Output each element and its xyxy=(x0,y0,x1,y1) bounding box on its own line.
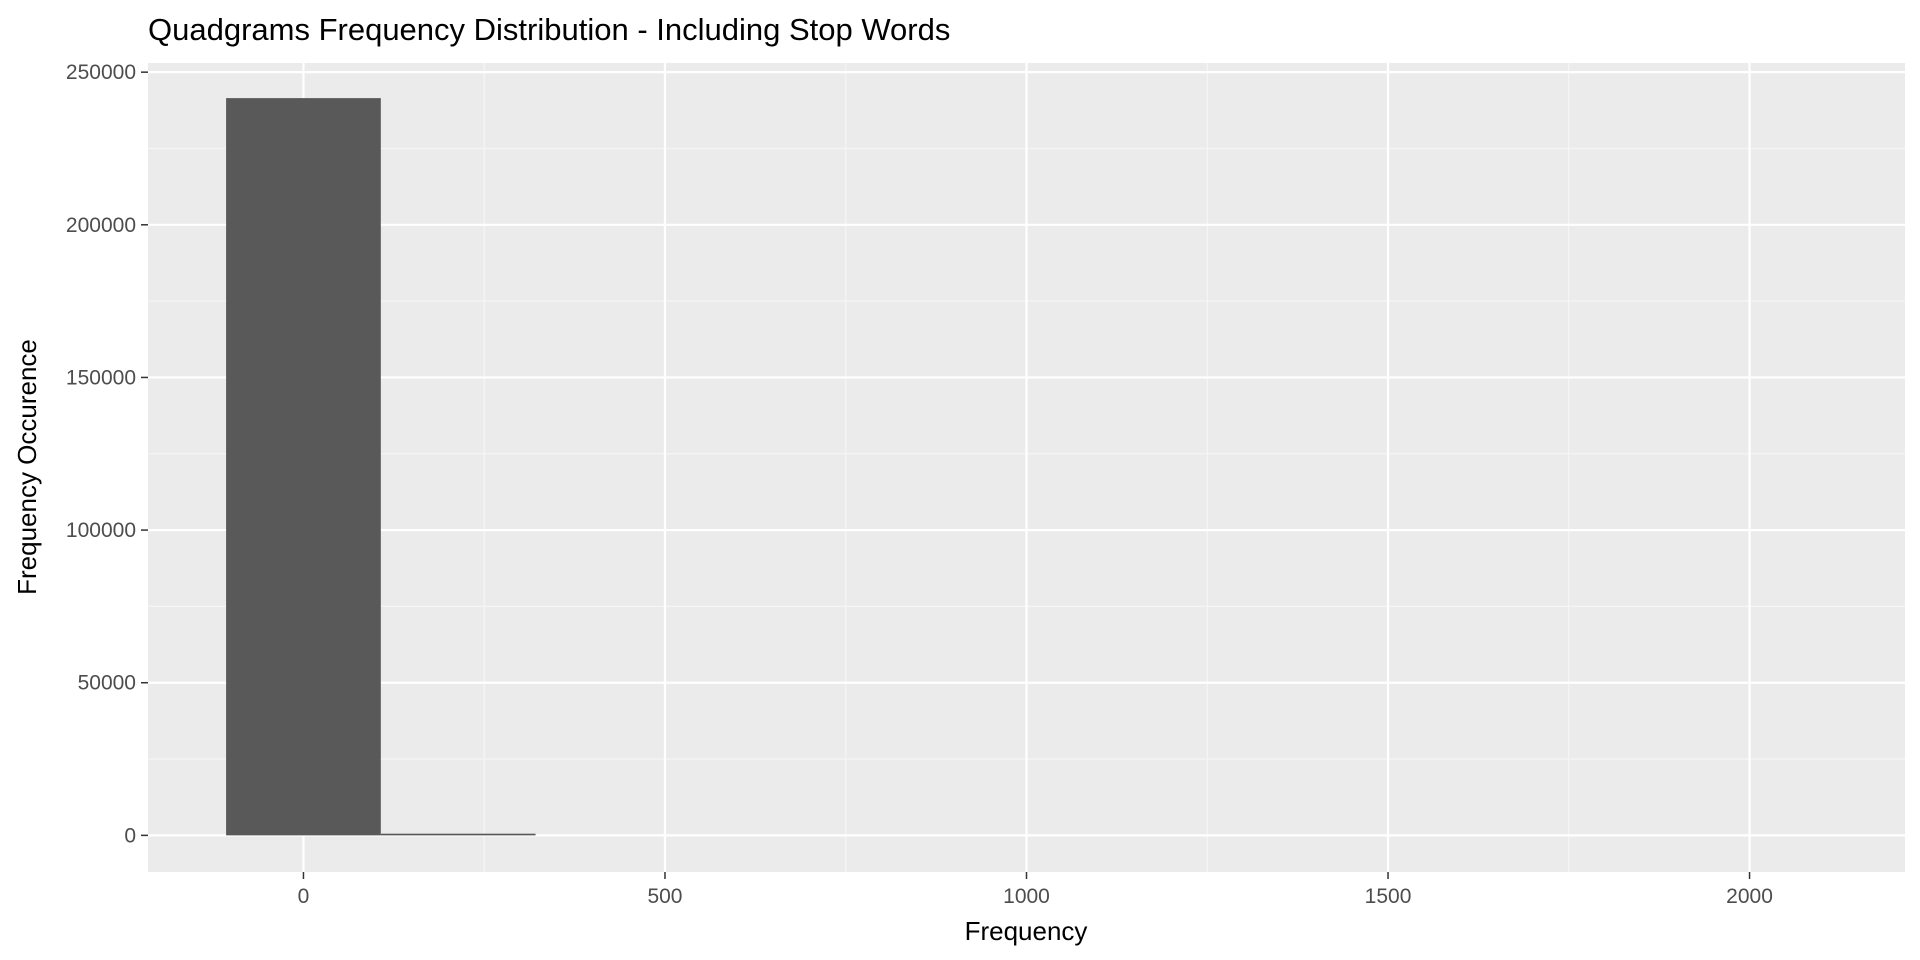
y-tick-label: 200000 xyxy=(66,214,136,237)
y-tick-label: 250000 xyxy=(66,61,136,84)
x-axis-ticks: 0 500 1000 1500 2000 xyxy=(298,872,1773,908)
x-tick-label: 2000 xyxy=(1726,885,1773,908)
x-axis-title: Frequency xyxy=(965,916,1088,946)
chart-title: Quadgrams Frequency Distribution - Inclu… xyxy=(148,12,950,47)
x-tick-label: 0 xyxy=(298,885,310,908)
x-tick-label: 500 xyxy=(647,885,682,908)
x-tick-label: 1500 xyxy=(1365,885,1412,908)
y-axis-title: Frequency Occurence xyxy=(12,339,42,595)
y-axis-ticks: 0 50000 100000 150000 200000 250000 xyxy=(66,61,148,847)
y-tick-label: 100000 xyxy=(66,519,136,542)
y-tick-label: 150000 xyxy=(66,366,136,389)
y-tick-label: 50000 xyxy=(78,672,136,695)
x-tick-label: 1000 xyxy=(1003,885,1050,908)
histogram-bars xyxy=(226,98,536,836)
y-tick-label: 0 xyxy=(124,824,136,847)
histogram-bar xyxy=(226,98,381,836)
histogram-bar xyxy=(380,833,536,836)
